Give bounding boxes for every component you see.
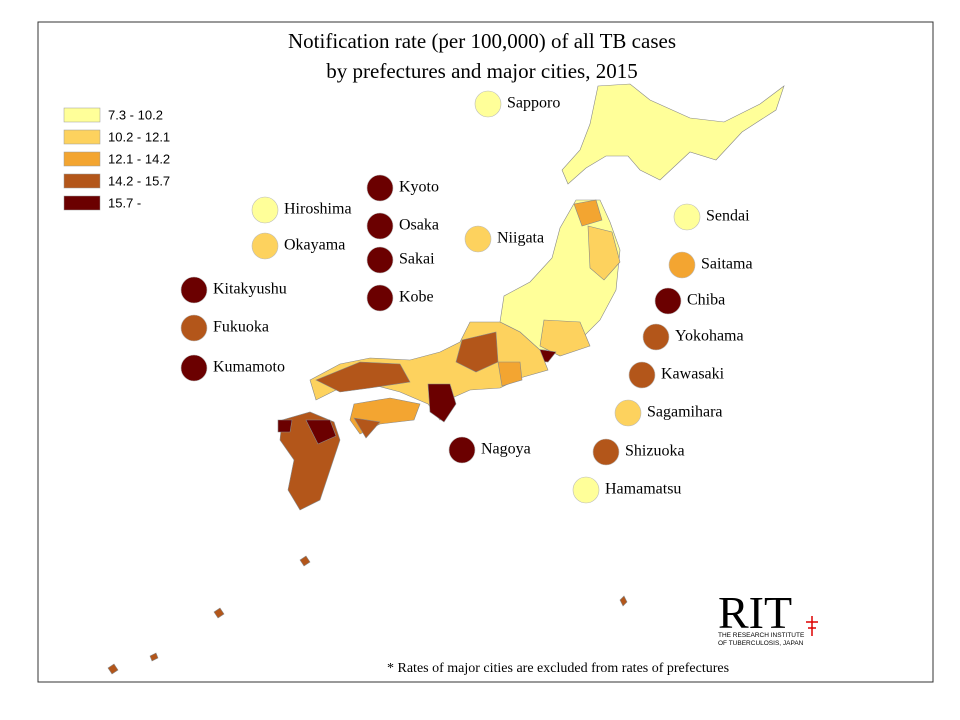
- prefecture: [573, 199, 603, 227]
- city-marker: [642, 323, 670, 351]
- city-label: Yokohama: [675, 328, 744, 345]
- city-marker: [366, 212, 394, 240]
- city-marker: [572, 476, 600, 504]
- logo-mark: RIT: [718, 587, 792, 638]
- legend-label: 14.2 - 15.7: [108, 173, 170, 188]
- city-marker: [474, 90, 502, 118]
- city-marker: [673, 203, 701, 231]
- city-label: Sapporo: [507, 95, 560, 112]
- city-marker: [464, 225, 492, 253]
- city-label: Hiroshima: [284, 201, 352, 218]
- city-label: Kawasaki: [661, 366, 725, 383]
- prefecture: [539, 319, 591, 357]
- city-label: Kobe: [399, 289, 434, 306]
- city-marker: [180, 354, 208, 382]
- city-label: Kyoto: [399, 179, 439, 196]
- prefecture: [455, 331, 499, 373]
- city-marker: [251, 196, 279, 224]
- city-label: Sagamihara: [647, 404, 723, 421]
- legend-label: 7.3 - 10.2: [108, 107, 163, 122]
- logo-text: THE RESEARCH INSTITUTE: [718, 632, 805, 639]
- prefecture: [497, 361, 523, 387]
- city-marker: [592, 438, 620, 466]
- city-markers: Sapporo Kyoto Osaka Sakai Kobe Hiroshima Okaya…: [180, 90, 753, 504]
- city-marker: [366, 246, 394, 274]
- city-marker: [251, 232, 279, 260]
- city-marker: [180, 276, 208, 304]
- city-label: Shizuoka: [625, 443, 685, 460]
- prefecture: [277, 419, 293, 433]
- city-label: Sendai: [706, 208, 750, 225]
- city-label: Niigata: [497, 230, 544, 247]
- city-label: Kumamoto: [213, 359, 285, 376]
- city-label: Sakai: [399, 251, 435, 268]
- logo-text: OF TUBERCULOSIS, JAPAN: [718, 640, 804, 647]
- logo-cross: [806, 616, 818, 636]
- prefecture: [353, 417, 381, 439]
- legend-swatch: [63, 173, 101, 189]
- legend-label: 10.2 - 12.1: [108, 129, 170, 144]
- prefecture: [315, 361, 411, 393]
- prefecture: [587, 225, 621, 281]
- legend-label: 12.1 - 14.2: [108, 151, 170, 166]
- city-marker: [668, 251, 696, 279]
- prefecture: [427, 383, 457, 423]
- city-marker: [654, 287, 682, 315]
- island: [107, 555, 628, 675]
- city-label: Osaka: [399, 217, 439, 234]
- hokkaido: [561, 83, 785, 185]
- footnote: * Rates of major cities are excluded fro…: [387, 661, 729, 676]
- city-marker: [366, 284, 394, 312]
- city-label: Kitakyushu: [213, 281, 287, 298]
- legend-swatch: [63, 195, 101, 211]
- legend-swatch: [63, 129, 101, 145]
- legend: 7.3 - 10.2 10.2 - 12.1 12.1 - 14.2 14.2 - 1…: [63, 107, 170, 211]
- legend-swatch: [63, 107, 101, 123]
- title-line: by prefectures and major cities, 2015: [326, 59, 637, 83]
- title-line: Notification rate (per 100,000) of all T…: [288, 29, 676, 53]
- japan-map: [107, 83, 785, 675]
- city-marker: [448, 436, 476, 464]
- city-marker: [628, 361, 656, 389]
- prefecture: [305, 419, 337, 445]
- city-marker: [614, 399, 642, 427]
- city-label: Fukuoka: [213, 319, 269, 336]
- city-label: Okayama: [284, 237, 345, 254]
- city-label: Hamamatsu: [605, 481, 681, 498]
- city-marker: [366, 174, 394, 202]
- legend-label: 15.7 -: [108, 195, 141, 210]
- city-label: Chiba: [687, 292, 725, 309]
- city-label: Nagoya: [481, 441, 531, 458]
- city-marker: [180, 314, 208, 342]
- legend-swatch: [63, 151, 101, 167]
- city-label: Saitama: [701, 256, 753, 273]
